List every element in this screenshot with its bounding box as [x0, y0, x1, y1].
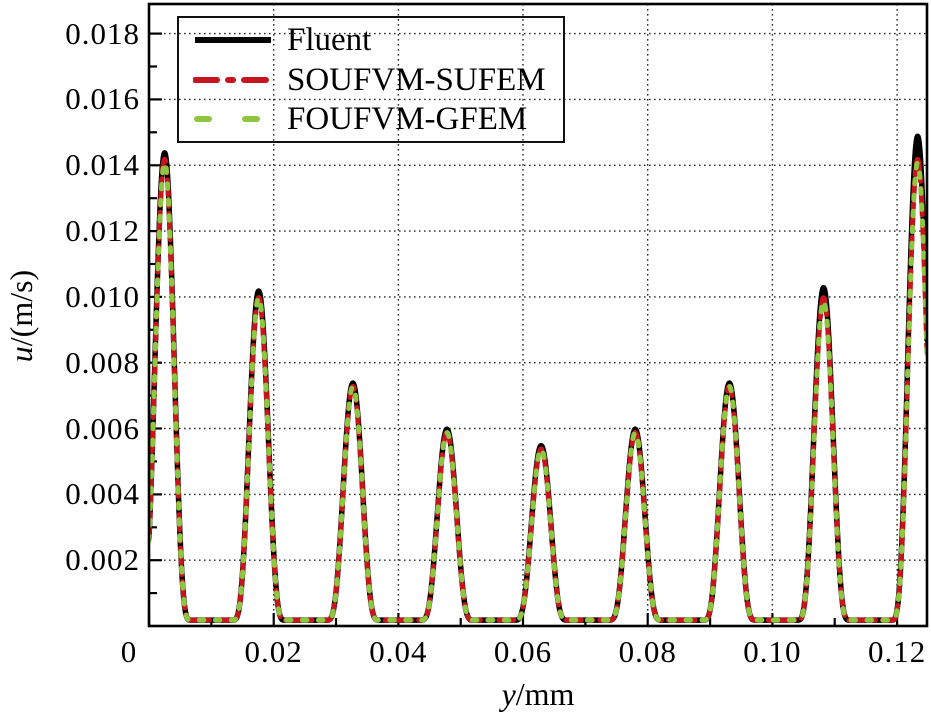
fluent-line-sample-icon — [195, 36, 271, 43]
x-tick-label: 0.10 — [743, 634, 802, 669]
foufvm-gfem-line-sample-icon — [194, 116, 273, 123]
grid-lines — [149, 4, 927, 626]
legend-item-fluent: Fluent — [193, 20, 563, 60]
series-curves — [150, 133, 926, 623]
x-axis-units: /mm — [515, 676, 575, 712]
x-axis-title: y/mm — [388, 674, 688, 716]
plot-frame — [147, 2, 929, 628]
y-axis-title: u/(m/s) — [2, 166, 42, 466]
y-tick-label: 0.018 — [65, 15, 140, 51]
y-tick-label: 0.010 — [65, 278, 140, 314]
y-tick-label: 0.016 — [65, 81, 140, 117]
legend-label-fluent: Fluent — [287, 21, 372, 58]
y-tick-label: 0.006 — [65, 410, 140, 446]
x-tick-label: 0.02 — [244, 634, 303, 669]
legend-item-foufvm-gfem: FOUFVM-GFEM — [193, 99, 563, 139]
y-tick-label: 0.008 — [65, 344, 140, 380]
x-tick-label: 0.04 — [369, 634, 428, 669]
x-axis-variable: y — [501, 676, 516, 712]
x-tick-label: 0.06 — [493, 634, 553, 669]
legend-label-soufvm-sufem: SOUFVM-SUFEM — [287, 61, 546, 98]
x-tick-label: 0.12 — [867, 634, 927, 669]
legend-label-foufvm-gfem: FOUFVM-GFEM — [287, 101, 528, 138]
y-tick-label: 0.004 — [65, 476, 140, 512]
y-axis-variable: u — [3, 346, 39, 363]
legend-item-soufvm-sufem: SOUFVM-SUFEM — [193, 60, 563, 100]
x-tick-label: 0.08 — [618, 634, 677, 669]
y-tick-label: 0.012 — [65, 213, 140, 249]
y-axis-units: /(m/s) — [3, 269, 39, 347]
soufvm-sufem-line-sample-icon — [193, 76, 273, 83]
y-tick-label: 0.002 — [65, 542, 140, 578]
x-tick-label: 0 — [120, 634, 138, 669]
series-foufvm-gfem — [150, 160, 926, 623]
legend: Fluent SOUFVM-SUFEM FOUFVM-GFEM — [177, 16, 565, 143]
y-tick-label: 0.014 — [65, 147, 140, 183]
